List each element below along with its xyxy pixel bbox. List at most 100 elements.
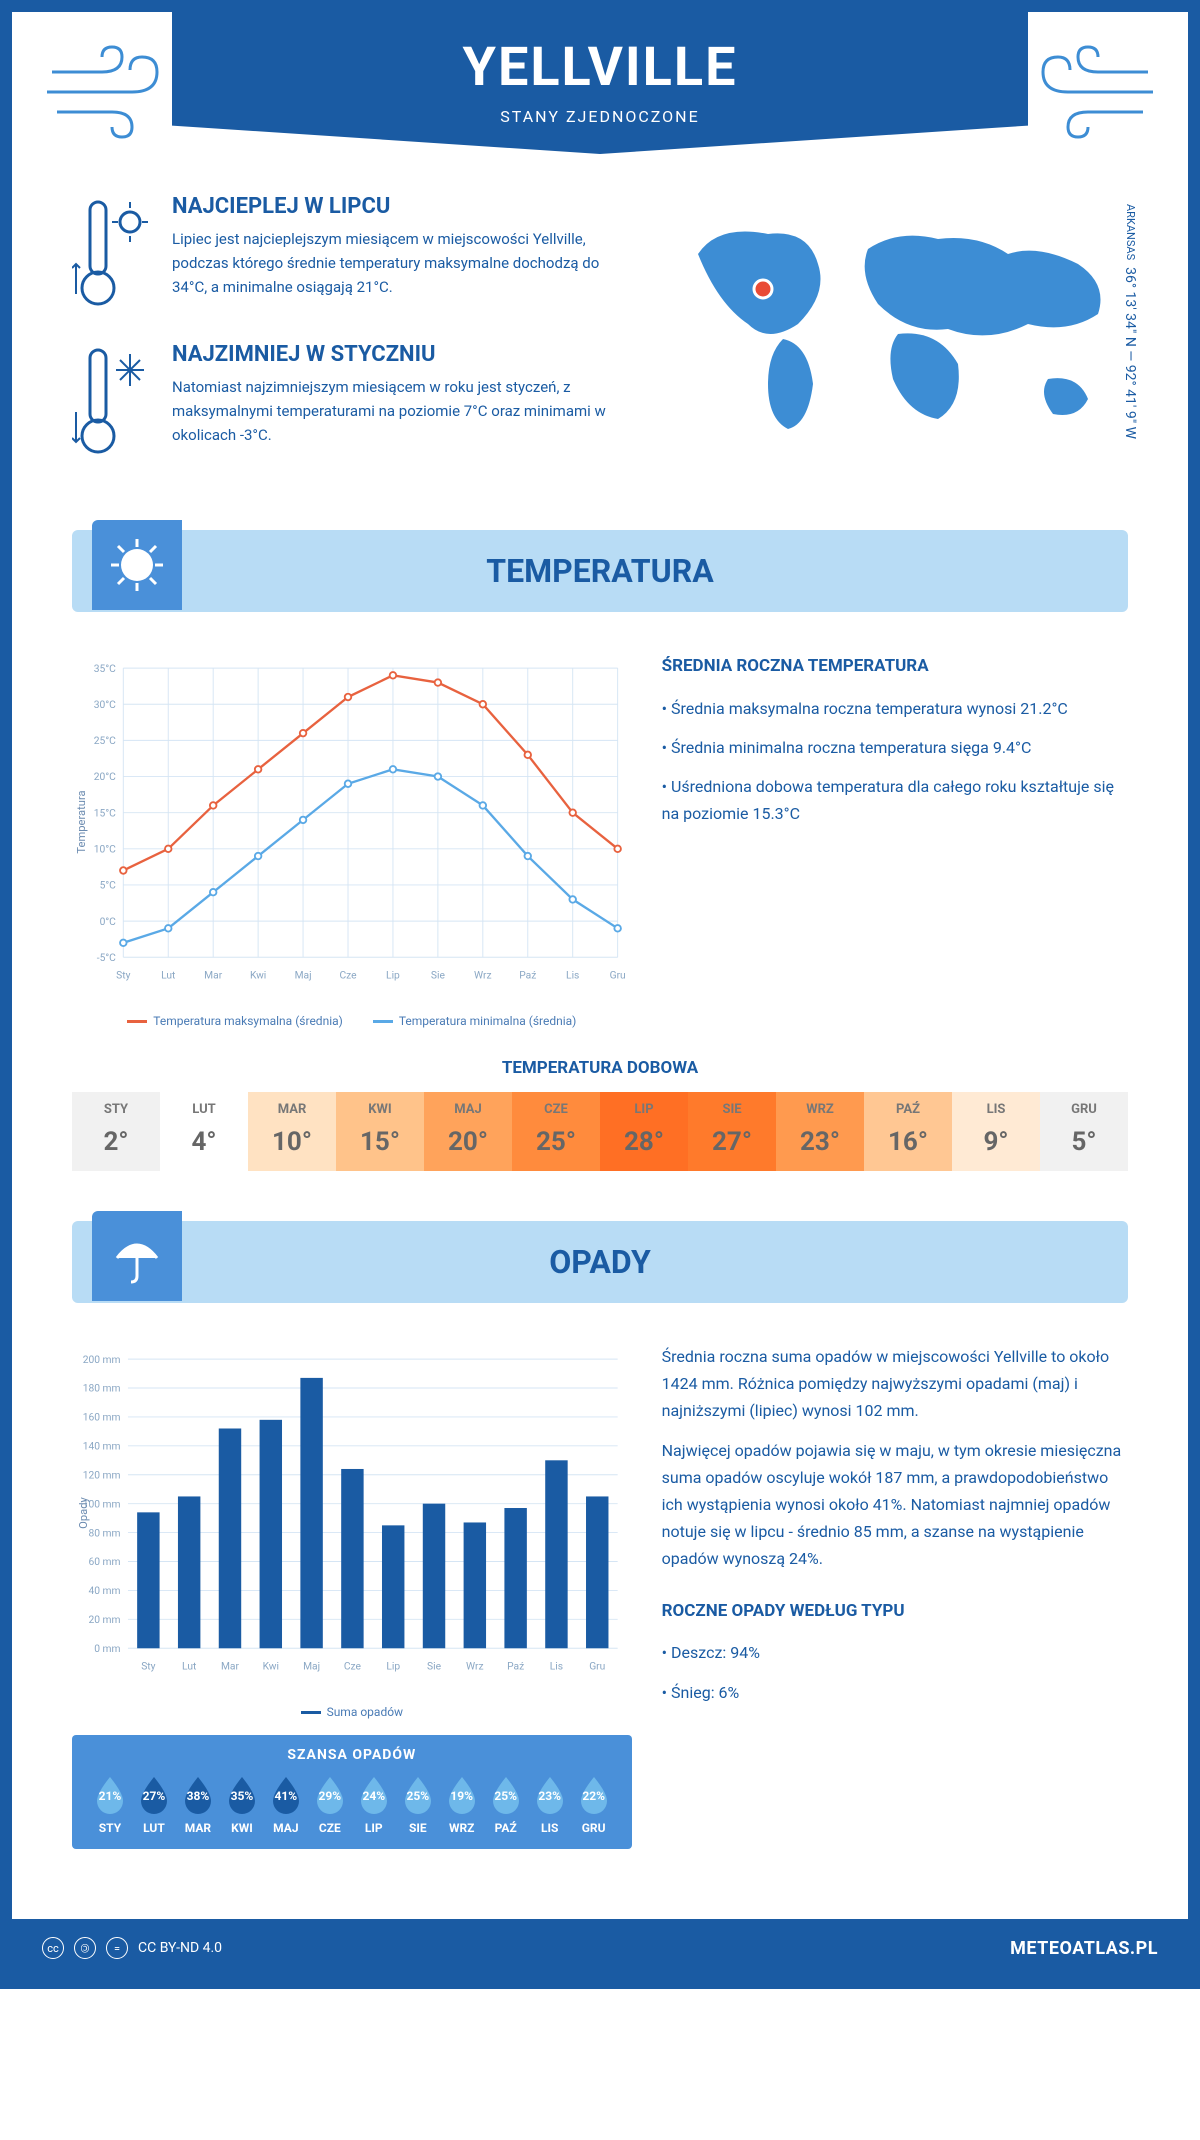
svg-text:0 mm: 0 mm <box>94 1642 120 1655</box>
cc-icon: cc <box>42 1937 64 1959</box>
svg-text:Lis: Lis <box>550 1660 563 1673</box>
daily-temp-cell: PAŹ16° <box>864 1092 952 1171</box>
svg-text:Lip: Lip <box>386 1660 400 1673</box>
daily-temp-cell: LUT4° <box>160 1092 248 1171</box>
svg-text:140 mm: 140 mm <box>83 1440 121 1453</box>
daily-temp-cell: LIP28° <box>600 1092 688 1171</box>
thermometer-cold-icon <box>72 342 152 462</box>
rain-chance-cell: 22% GRU <box>572 1773 616 1835</box>
svg-text:Kwi: Kwi <box>250 969 266 982</box>
svg-text:160 mm: 160 mm <box>83 1411 121 1424</box>
svg-text:Mar: Mar <box>221 1660 240 1673</box>
svg-text:Lut: Lut <box>161 969 175 982</box>
svg-text:10°C: 10°C <box>94 843 116 856</box>
by-icon: 🄯 <box>74 1937 96 1959</box>
precipitation-text: Średnia roczna suma opadów w miejscowośc… <box>662 1333 1128 1718</box>
license-text: CC BY-ND 4.0 <box>138 1940 222 1956</box>
svg-text:Sty: Sty <box>141 1660 155 1673</box>
svg-text:5°C: 5°C <box>100 879 117 892</box>
rain-chance-title: SZANSA OPADÓW <box>88 1747 616 1763</box>
title-banner: YELLVILLE STANY ZJEDNOCZONE <box>172 12 1028 154</box>
svg-text:20 mm: 20 mm <box>88 1613 120 1626</box>
nd-icon: = <box>106 1937 128 1959</box>
svg-text:Wrz: Wrz <box>466 1660 484 1673</box>
precipitation-title: OPADY <box>549 1243 651 1281</box>
rain-chance-cell: 24% LIP <box>352 1773 396 1835</box>
wind-icon-right <box>1018 42 1158 142</box>
daily-temp-cell: MAJ20° <box>424 1092 512 1171</box>
temperature-line-chart: -5°C0°C5°C10°C15°C20°C25°C30°C35°CStyLut… <box>72 642 632 1028</box>
thermometer-hot-icon <box>72 194 152 314</box>
svg-text:Sty: Sty <box>116 969 130 982</box>
legend-rain-sum: Suma opadów <box>301 1705 404 1719</box>
header-row: YELLVILLE STANY ZJEDNOCZONE <box>12 12 1188 154</box>
coordinates: ARKANSAS 36° 13' 34" N — 92° 41' 9" W <box>1122 204 1138 439</box>
region-label: ARKANSAS <box>1124 204 1137 260</box>
svg-text:Cze: Cze <box>344 1660 362 1673</box>
svg-text:Lut: Lut <box>182 1660 196 1673</box>
precipitation-bar-chart: 0 mm20 mm40 mm60 mm80 mm100 mm120 mm140 … <box>72 1333 632 1719</box>
hottest-block: NAJCIEPLEJ W LIPCU Lipiec jest najcieple… <box>72 194 638 314</box>
svg-text:120 mm: 120 mm <box>83 1468 121 1481</box>
coldest-title: NAJZIMNIEJ W STYCZNIU <box>172 342 638 367</box>
annual-temperature-text: ŚREDNIA ROCZNA TEMPERATURA • Średnia mak… <box>662 642 1128 840</box>
svg-text:Lip: Lip <box>386 969 400 982</box>
hottest-title: NAJCIEPLEJ W LIPCU <box>172 194 638 219</box>
country-name: STANY ZJEDNOCZONE <box>172 107 1028 126</box>
svg-text:Maj: Maj <box>303 1660 320 1673</box>
coldest-text: Natomiast najzimniejszym miesiącem w rok… <box>172 375 638 447</box>
legend-max-temp: Temperatura maksymalna (średnia) <box>127 1014 343 1028</box>
sun-icon <box>92 520 182 610</box>
svg-text:0°C: 0°C <box>100 915 117 928</box>
rain-chance-cell: 35% KWI <box>220 1773 264 1835</box>
rain-chance-cell: 41% MAJ <box>264 1773 308 1835</box>
temperature-header: TEMPERATURA <box>72 530 1128 612</box>
svg-text:25°C: 25°C <box>94 734 116 747</box>
svg-text:Mar: Mar <box>204 969 223 982</box>
svg-text:Maj: Maj <box>295 969 312 982</box>
intro-section: NAJCIEPLEJ W LIPCU Lipiec jest najcieple… <box>72 194 1128 490</box>
page-frame: YELLVILLE STANY ZJEDNOCZONE <box>0 0 1200 1989</box>
svg-text:60 mm: 60 mm <box>88 1555 120 1568</box>
wind-icon-left <box>42 42 182 142</box>
rain-chance-cell: 25% PAŹ <box>484 1773 528 1835</box>
footer: cc 🄯 = CC BY-ND 4.0 METEOATLAS.PL <box>12 1919 1188 1977</box>
site-name: METEOATLAS.PL <box>1010 1938 1158 1959</box>
svg-text:40 mm: 40 mm <box>88 1584 120 1597</box>
svg-text:-5°C: -5°C <box>97 951 116 964</box>
world-map: ARKANSAS 36° 13' 34" N — 92° 41' 9" W <box>668 194 1128 490</box>
svg-text:180 mm: 180 mm <box>83 1382 121 1395</box>
svg-text:Paź: Paź <box>507 1660 524 1673</box>
rain-chance-panel: SZANSA OPADÓW 21% STY 27% LUT 38% MAR 35… <box>72 1735 632 1849</box>
svg-text:15°C: 15°C <box>94 806 116 819</box>
svg-text:Opady: Opady <box>77 1496 90 1528</box>
svg-text:Gru: Gru <box>610 969 626 982</box>
umbrella-icon <box>92 1211 182 1301</box>
rain-chance-cell: 27% LUT <box>132 1773 176 1835</box>
rain-chance-cell: 25% SIE <box>396 1773 440 1835</box>
coords-value: 36° 13' 34" N — 92° 41' 9" W <box>1122 267 1138 439</box>
rain-chance-cell: 21% STY <box>88 1773 132 1835</box>
daily-temp-cell: SIE27° <box>688 1092 776 1171</box>
hottest-text: Lipiec jest najcieplejszym miesiącem w m… <box>172 227 638 299</box>
rain-chance-cell: 29% CZE <box>308 1773 352 1835</box>
svg-text:20°C: 20°C <box>94 770 116 783</box>
rain-chance-cell: 19% WRZ <box>440 1773 484 1835</box>
annual-temp-title: ŚREDNIA ROCZNA TEMPERATURA <box>662 652 1128 681</box>
temperature-title: TEMPERATURA <box>486 552 713 590</box>
svg-text:Temperatura: Temperatura <box>75 790 88 853</box>
daily-temp-cell: MAR10° <box>248 1092 336 1171</box>
daily-temp-title: TEMPERATURA DOBOWA <box>72 1058 1128 1078</box>
svg-text:35°C: 35°C <box>94 662 116 675</box>
coldest-block: NAJZIMNIEJ W STYCZNIU Natomiast najzimni… <box>72 342 638 462</box>
svg-text:Gru: Gru <box>589 1660 605 1673</box>
svg-text:80 mm: 80 mm <box>88 1526 120 1539</box>
svg-text:200 mm: 200 mm <box>83 1353 121 1366</box>
daily-temp-cell: WRZ23° <box>776 1092 864 1171</box>
svg-text:Paź: Paź <box>519 969 536 982</box>
svg-text:Kwi: Kwi <box>263 1660 279 1673</box>
svg-text:Lis: Lis <box>566 969 579 982</box>
svg-text:Wrz: Wrz <box>474 969 492 982</box>
daily-temp-cell: GRU5° <box>1040 1092 1128 1171</box>
precipitation-header: OPADY <box>72 1221 1128 1303</box>
